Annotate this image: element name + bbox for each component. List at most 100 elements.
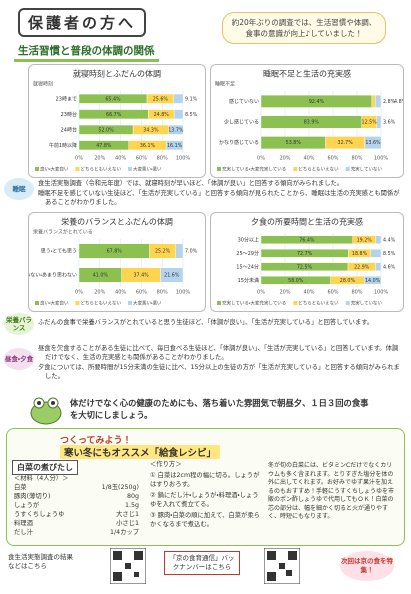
steps-heading: ＜作り方＞ [150,461,182,468]
legend-swatch [35,167,39,171]
ingredient-name: だし汁 [14,529,33,536]
legend-label: 充実していない [351,300,383,307]
x-tick-label: 100% [374,156,389,162]
legend-swatch [75,167,80,171]
chart-title: 夕食の所要時間と生活の充実感 [251,217,363,227]
x-tick-label: 60% [136,156,147,162]
data-label: 66.7% [106,112,122,118]
legend-label: 大変悪い・悪い [133,300,162,307]
data-label: 28.0% [340,278,356,284]
data-label: 41.0% [93,273,109,279]
ingredient-amount: 小さじ1 [116,520,139,527]
ingredient-row: しょうが 1.5g [14,501,139,510]
legend-label: 大変悪い・悪い [133,166,162,173]
dish-name: 白菜の煮びたし [12,460,78,475]
bar-segment [160,267,184,283]
note-item: 夕食については、所要時間が15分未満の生徒に比べ、15分以上の生徒の方が「生活が… [38,364,400,380]
legend-label: 充実している・大変充実している [222,300,286,307]
legend-swatch [345,167,350,171]
y-axis-label: 栄養バランスがとれている [33,229,93,236]
data-label: 83.9% [304,120,320,126]
data-label: 67.8% [107,249,123,255]
x-tick-label: 100% [176,290,191,296]
x-tick-label: 100% [176,156,191,162]
legend-label: 充実している・大変充実している [222,166,286,173]
recipe-title: 寒い冬にもオススメ「給食レシピ」 [60,445,221,459]
data-label: 72.7% [297,251,313,257]
data-label: 25.2% [155,249,171,255]
note-tag: 栄養バランス [4,313,34,335]
bar-segment [376,115,382,129]
data-label: 24.8% [154,112,170,118]
x-tick-label: 100% [374,290,389,296]
bar-segment [173,93,184,104]
x-tick-label: 40% [303,156,314,162]
ingredient-amount: 1.5g [124,502,139,509]
data-label: 52.0% [98,127,114,133]
data-label: 12.5% [362,120,378,126]
data-label: 37.4% [133,273,149,279]
x-tick-label: 20% [279,290,290,296]
ingredients: ＜材料（4人分）＞ 白菜 1/8玉(250g) 豚肉(薄切り) 80g しょうが 1.5g… [14,474,139,537]
y-tick-label: 23時まで [56,96,77,102]
legend-swatch [217,167,221,171]
bar-segment [375,262,382,272]
x-tick-label: 40% [303,290,314,296]
y-tick-label: 思わない・あまり思わない [28,272,77,279]
page-title: 保護者の方へ [18,8,147,37]
note-tag: 昼食・夕食 [4,348,34,370]
y-tick-label: 思う・とても思う [41,249,77,255]
ingredient-amount: 80g [126,493,139,500]
x-tick-label: 80% [351,156,362,162]
ingredients-heading: ＜材料（4人分）＞ [14,475,69,482]
ingredient-name: 豚肉(薄切り) [14,493,51,500]
legend-label: どちらともいえない [81,166,122,173]
data-label: 3.6% [383,120,396,126]
legend-label: どちらともいえない [298,166,339,173]
ingredient-row: うすくちしょうゆ 大さじ1 [14,510,139,519]
x-tick-label: 80% [157,290,168,296]
legend-label: 良い・大変良い [40,300,69,307]
data-label: 8.5% [383,251,396,257]
steps: ＜作り方＞ ① 白菜は2cm程の幅に切る。しょうがはすりおろす。 ② 鍋にだし汁・… [150,460,262,531]
note: ふだんの食事で栄養バランスがとれていると思う生徒ほど、「体調が良い」、「生活が充… [38,318,403,328]
x-tick-label: 0% [75,156,83,162]
frog-illustration [30,397,62,425]
data-label: 2.8% [383,99,396,105]
data-label: 92.4% [309,99,325,105]
note-item: 睡眠不足を感じていない生徒ほど、「生活が充実している」と回答する傾向が見られたこ… [38,190,400,206]
qr-code[interactable] [110,548,146,584]
x-tick-label: 20% [94,156,105,162]
qr-code[interactable] [264,548,300,584]
step: ③ 豚肉・白菜の順に加えて、白菜が柔らかくなるまで煮込む。 [150,512,260,528]
ingredient-name: 白菜 [14,484,27,491]
y-tick-label: 25〜29分 [236,250,259,257]
legend-label: 良い・大変良い [40,166,69,173]
recipe-note: 冬が旬の白菜には、ビタミンCだけでなくカリウムも多く含まれます。とりすぎた塩分を… [268,462,395,520]
x-tick-label: 60% [136,290,147,296]
ingredient-row: 白菜 1/8玉(250g) [14,483,139,492]
data-label: 34.3% [143,127,159,133]
ingredient-row: だし汁 1/4カップ [14,528,139,537]
ingredient-name: しょうが [14,502,40,509]
legend-swatch [35,301,39,305]
data-label: 16.1% [167,143,183,149]
footer-text: 次回は京の食を特集！ [340,551,394,581]
callout: 約20年ぶりの調査では、生活習慣や体調、食事の意識が向上♪していました！ [222,12,386,44]
note: 昼食を欠食することがある生徒に比べて、毎日食べる生徒ほど、「体調が良い」、「生活… [38,344,403,382]
x-tick-label: 80% [351,290,362,296]
legend-swatch [293,167,298,171]
data-label: 4.4% [383,237,396,243]
y-tick-label: 午前1時以降 [49,142,77,149]
y-tick-label: 23時台 [61,111,77,118]
legend-swatch [127,167,132,171]
x-tick-label: 60% [327,156,338,162]
footer-text: 食生活実態調査の結果などはこちら [8,553,73,570]
x-tick-label: 20% [94,290,105,296]
bar-segment [175,243,184,259]
data-label: 4.6% [383,264,396,270]
legend-label: 充実していない [351,166,383,173]
data-label: 25.6% [153,96,169,102]
data-label: 53.8% [286,140,302,146]
x-tick-label: 0% [75,290,83,296]
